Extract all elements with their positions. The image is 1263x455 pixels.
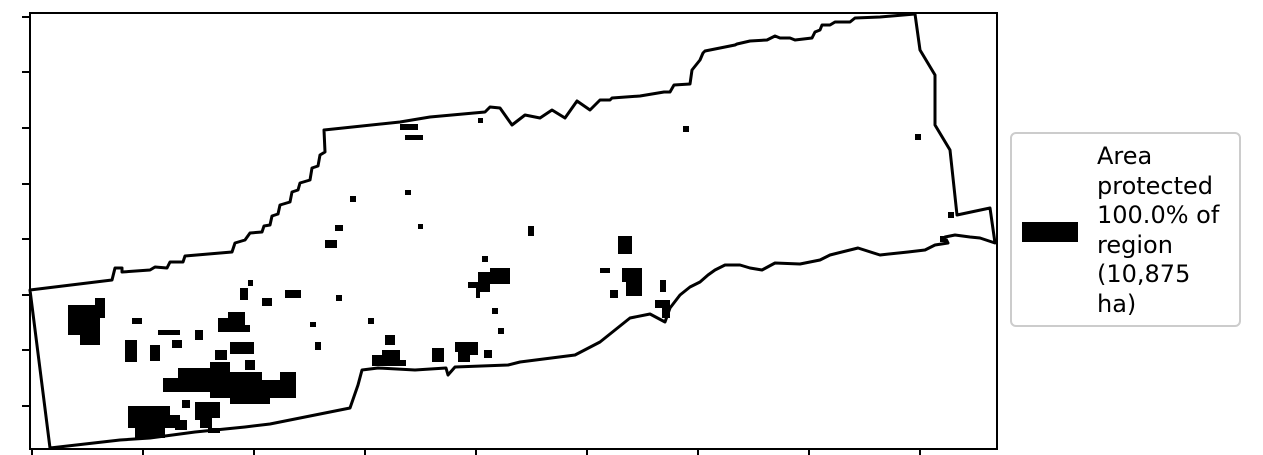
legend-line: region [1097,230,1173,259]
protected-area-patch [218,312,250,332]
protected-area-patch [405,135,423,140]
protected-area-patch [68,298,105,345]
protected-area-patch [455,342,478,362]
protected-area-patch [172,340,182,348]
legend-label: Area protected 100.0% of region (10,875 … [1097,142,1239,319]
protected-area-patch [245,360,255,370]
protected-area-patch [310,322,316,327]
protected-area-patch [248,280,253,286]
protected-area-patch [478,118,483,123]
protected-area-patch [262,298,272,306]
protected-area-patch [600,268,610,273]
protected-area-patch [240,288,248,300]
protected-area-patches [68,118,954,438]
protected-area-patch [655,300,670,318]
protected-area-patch [418,224,423,229]
protected-area-patch [158,330,180,335]
protected-area-patch [400,124,418,130]
protected-area-patch [482,256,488,262]
protected-area-patch [683,126,689,132]
protected-area-patch [468,268,510,298]
protected-area-patch [940,236,946,242]
legend-line: (10,875 [1097,260,1191,288]
protected-area-patch [163,362,296,404]
protected-area-patch [498,328,504,334]
protected-area-patch [432,348,444,362]
protected-area-patch [484,350,492,358]
protected-area-patch [175,420,187,430]
protected-area-patch [335,225,343,231]
protected-area-patch [315,342,321,350]
legend-line: 100.0% of [1097,201,1220,229]
protected-area-patch [208,428,220,433]
axes-frame [29,12,998,450]
protected-area-patch [948,212,954,218]
protected-area-patch [150,345,160,361]
protected-area-patch [182,400,190,408]
protected-area-patch [528,226,534,236]
protected-area-patch [660,280,666,292]
protected-area-patch [215,350,227,360]
protected-area-patch [492,308,498,314]
protected-area-patch [336,295,342,301]
y-axis-ticks [22,16,30,407]
protected-area-patch [618,236,632,254]
protected-area-patch [405,190,411,195]
protected-area-patch [622,268,642,296]
protected-area-patch [125,340,137,362]
legend: Area protected 100.0% of region (10,875 … [1010,132,1241,327]
protected-area-patch [128,406,180,438]
protected-area-patch [372,350,406,366]
protected-area-patch [285,290,301,298]
protected-area-patch [385,335,395,345]
protected-area-patch [230,342,254,354]
region-boundary [28,12,997,450]
protected-area-patch [325,240,337,248]
protected-area-patch [195,402,220,428]
protected-area-patch [132,318,142,324]
protected-area-patch [350,196,356,202]
legend-swatch-protected [1022,222,1078,242]
legend-line: Area [1097,142,1153,170]
x-axis-ticks [31,449,921,455]
map-figure [22,12,998,455]
legend-line: ha) [1097,289,1137,318]
legend-line: protected [1097,171,1214,200]
protected-area-patch [610,290,618,298]
protected-area-patch [195,330,203,340]
protected-area-patch [915,134,921,140]
protected-area-patch [368,318,374,324]
